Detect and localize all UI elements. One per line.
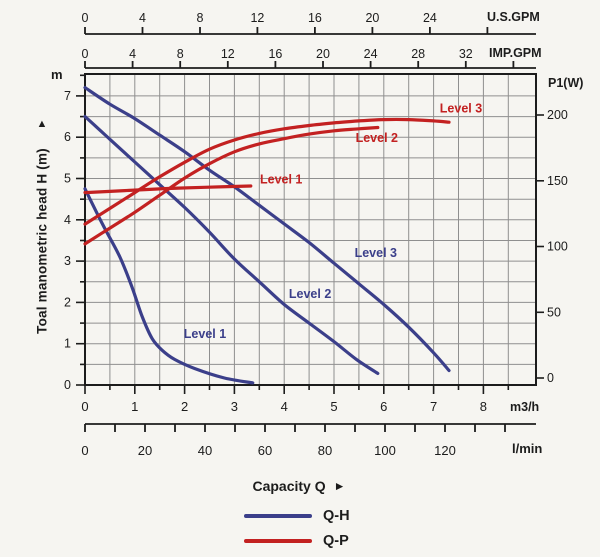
us-gpm-tick-label: 12	[250, 11, 264, 25]
lmin-tick-label: 120	[434, 443, 456, 458]
legend-qp-swatch	[244, 539, 312, 543]
right-arrow-icon: ►	[333, 479, 346, 493]
power-tick-label: 50	[547, 305, 561, 319]
legend-qp-label: Q-P	[323, 533, 349, 549]
head-axis-labels: 0 1 2 3 4 5 6 7	[64, 89, 71, 392]
m3h-tick-label: 6	[380, 399, 387, 414]
power-axis-unit: P1(W)	[548, 76, 584, 90]
us-gpm-tick-label: 20	[365, 11, 379, 25]
capacity-label: Capacity Q	[252, 478, 326, 494]
lmin-tick-label: 0	[81, 443, 88, 458]
power-tick-label: 150	[547, 174, 568, 188]
head-tick-label: 1	[64, 337, 71, 351]
m3h-labels: 0 1 2 3 4 5 6 7 8	[81, 399, 487, 414]
qh-level3-curve	[83, 86, 451, 373]
lmin-axis-unit: l/min	[512, 441, 543, 456]
plot-border	[84, 73, 537, 386]
imp-gpm-axis-unit: IMP.GPM	[489, 46, 542, 60]
m3h-tick-label: 0	[81, 399, 88, 414]
imp-gpm-tick-label: 4	[129, 47, 136, 61]
m3h-tick-label: 4	[281, 399, 288, 414]
legend-qh-label: Q-H	[323, 508, 350, 524]
m3h-tick-label: 5	[330, 399, 337, 414]
lmin-tick-label: 20	[138, 443, 152, 458]
power-tick-label: 200	[547, 108, 568, 122]
qp-level3-curve	[83, 117, 451, 226]
power-axis-labels: 0 50 100 150 200	[547, 108, 568, 385]
imp-gpm-tick-label: 16	[268, 47, 282, 61]
qp-level2-curve	[83, 125, 380, 246]
m3h-axis-unit: m3/h	[510, 400, 540, 414]
up-arrow-icon: ▲	[36, 118, 48, 130]
imp-gpm-axis	[84, 61, 536, 69]
head-tick-label: 3	[64, 254, 71, 268]
y-axis-title: Toal manometric head H (m)	[34, 148, 50, 334]
head-tick-label: 2	[64, 295, 71, 309]
m3h-tick-label: 1	[131, 399, 138, 414]
head-tick-label: 4	[64, 213, 71, 227]
curve-label: Level 1	[184, 327, 226, 341]
legend-qh-swatch	[244, 514, 312, 518]
power-tick-label: 100	[547, 240, 568, 254]
m3h-tick-label: 3	[231, 399, 238, 414]
us-gpm-labels: 0 4 8 12 16 20 24	[82, 11, 437, 25]
us-gpm-tick-label: 16	[308, 11, 322, 25]
imp-gpm-tick-label: 0	[82, 47, 89, 61]
us-gpm-tick-label: 0	[82, 11, 89, 25]
head-axis-unit: m	[51, 67, 63, 82]
imp-gpm-tick-label: 24	[364, 47, 378, 61]
power-axis-ticks	[536, 114, 544, 379]
imp-gpm-tick-label: 8	[177, 47, 184, 61]
us-gpm-tick-label: 8	[197, 11, 204, 25]
lmin-tick-label: 40	[198, 443, 212, 458]
us-gpm-tick-label: 24	[423, 11, 437, 25]
curve-label: Level 2	[289, 287, 331, 301]
capacity-axis-caption: Capacity Q ►	[252, 478, 345, 494]
head-axis-ticks	[76, 74, 85, 386]
imp-gpm-tick-label: 28	[411, 47, 425, 61]
head-tick-label: 5	[64, 172, 71, 186]
head-tick-label: 0	[64, 378, 71, 392]
lmin-labels: 0 20 40 60 80 100 120	[81, 443, 455, 458]
head-tick-label: 6	[64, 130, 71, 144]
curve-label: Level 3	[440, 101, 482, 115]
us-gpm-axis	[84, 27, 536, 35]
imp-gpm-tick-label: 20	[316, 47, 330, 61]
qp-level1-curve	[83, 184, 253, 195]
m3h-tick-label: 8	[480, 399, 487, 414]
us-gpm-axis-unit: U.S.GPM	[487, 10, 540, 24]
qh-level2-curve	[83, 115, 380, 375]
m3h-tick-label: 2	[181, 399, 188, 414]
lmin-tick-label: 60	[258, 443, 272, 458]
curve-label: Level 2	[356, 131, 398, 145]
m3h-tick-label: 7	[430, 399, 437, 414]
curve-label: Level 3	[355, 246, 397, 260]
curve-labels: Level 1 Level 2 Level 3 Level 1 Level 2 Level…	[184, 101, 482, 340]
curve-label: Level 1	[260, 172, 302, 186]
head-tick-label: 7	[64, 89, 71, 103]
lmin-tick-label: 80	[318, 443, 332, 458]
us-gpm-tick-label: 4	[139, 11, 146, 25]
lmin-tick-label: 100	[374, 443, 396, 458]
imp-gpm-tick-label: 32	[459, 47, 473, 61]
power-tick-label: 0	[547, 371, 554, 385]
m3h-axis-ticks	[84, 385, 510, 394]
lmin-axis	[84, 423, 536, 432]
imp-gpm-labels: 0 4 8 12 16 20 24 28 32	[82, 47, 473, 61]
imp-gpm-tick-label: 12	[221, 47, 235, 61]
qh-level1-curve	[83, 187, 255, 385]
grid	[85, 74, 536, 385]
